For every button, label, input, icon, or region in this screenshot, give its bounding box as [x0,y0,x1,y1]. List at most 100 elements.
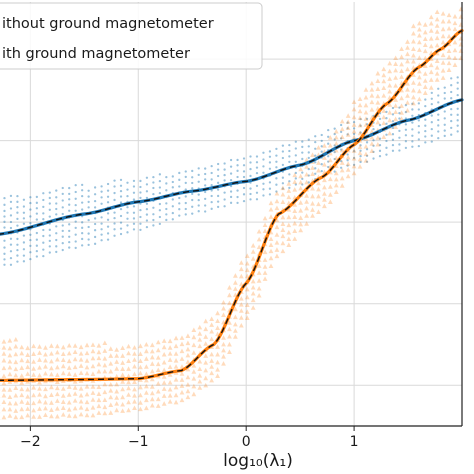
scatter-point [322,184,327,190]
scatter-point [320,133,323,137]
scatter-point [173,358,179,363]
scatter-point [430,102,433,106]
scatter-point [262,165,265,168]
scatter-point [184,213,187,216]
scatter-point [155,355,161,360]
scatter-point [385,122,388,125]
scatter-point [411,30,416,36]
scatter-point [43,345,48,350]
scatter-point [158,222,162,226]
scatter-point [430,134,433,137]
scatter-point [1,365,7,371]
scatter-point [48,234,51,237]
scatter-point [29,196,32,199]
scatter-point [440,33,446,39]
scatter-point [19,357,25,363]
scatter-point [25,406,31,411]
scatter-point [443,129,446,132]
scatter-point [7,394,13,400]
scatter-point [280,248,286,254]
scatter-point [43,405,48,411]
scatter-point [78,405,84,410]
scatter-point [405,93,410,98]
scatter-point [178,171,181,175]
scatter-point [72,398,78,403]
scatter-point [78,357,84,362]
scatter-point [417,138,420,141]
scatter-point [320,163,323,166]
scatter-point [132,371,137,377]
scatter-point [66,358,72,364]
scatter-point [152,181,155,184]
scatter-point [72,379,78,384]
scatter-point [204,197,207,201]
scatter-point [274,224,280,230]
scatter-point [13,392,19,398]
scatter-point [281,187,285,190]
scatter-point [81,189,84,192]
series-dash-without-ground [0,99,463,235]
scatter-point [54,413,60,419]
scatter-point [422,29,428,35]
scatter-point [275,147,278,151]
scatter-point [114,353,120,358]
scatter-point [249,187,252,190]
scatter-point [249,198,252,201]
scatter-point [422,48,428,54]
legend: ithout ground magnetometer ith ground mag… [0,2,263,70]
scatter-point [96,355,102,361]
scatter-point [132,211,136,214]
scatter-point [280,185,286,191]
scatter-point [1,373,7,379]
scatter-point [22,217,26,220]
scatter-point [48,202,51,205]
scatter-point [19,365,25,370]
scatter-point [114,381,120,387]
scatter-point [398,143,401,146]
scatter-point [320,139,323,143]
scatter-point [274,205,280,211]
scatter-point [96,391,102,396]
scatter-point [223,168,226,171]
scatter-point [54,391,60,397]
scatter-point [365,123,369,126]
scatter-point [422,22,428,27]
scatter-point [126,350,131,356]
x-tick-label: 0 [242,434,251,450]
scatter-point [203,326,209,332]
scatter-point [372,128,375,131]
scatter-point [7,364,13,370]
scatter-point [13,343,19,349]
scatter-point [19,380,25,385]
scatter-point [90,342,96,347]
scatter-point [404,128,408,131]
scatter-point [351,114,357,120]
scatter-point [322,191,327,196]
scatter-point [203,360,209,365]
scatter-point [203,318,209,324]
scatter-point [152,175,155,179]
scatter-point [35,231,38,235]
scatter-point [399,95,404,101]
scatter-point [232,321,238,327]
scatter-point [443,91,446,95]
scatter-point [275,183,278,186]
scatter-point [365,117,369,120]
scatter-point [81,237,84,241]
scatter-point [452,55,458,61]
scatter-point [417,108,420,111]
scatter-point [215,318,220,324]
scatter-point [411,94,416,100]
scatter-point [307,174,310,177]
scatter-point [54,398,60,403]
scatter-point [185,359,191,364]
scatter-point [298,200,304,205]
scatter-point [286,181,292,186]
scatter-point [440,75,446,80]
scatter-point [102,368,108,374]
scatter-point [227,341,232,347]
scatter-point [242,186,246,190]
scatter-point [268,236,274,242]
scatter-point [191,176,194,179]
scatter-point [74,209,77,212]
